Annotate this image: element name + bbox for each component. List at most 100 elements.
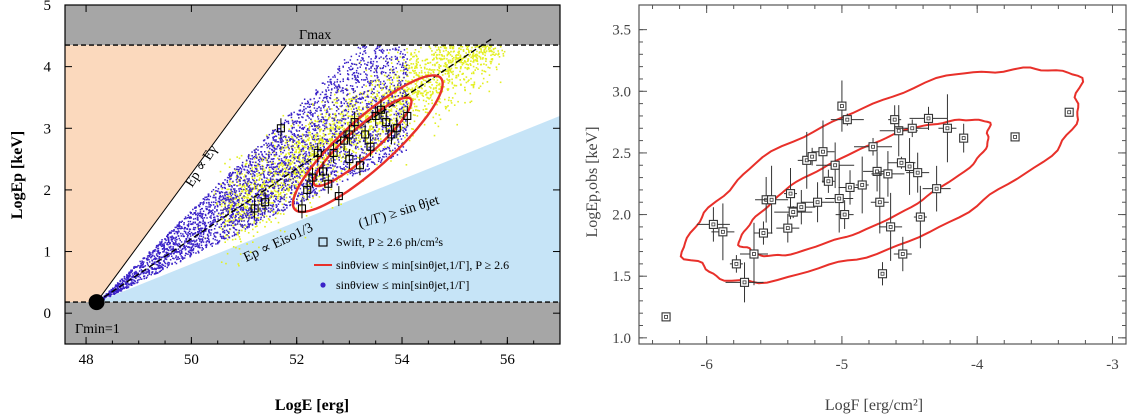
- swift-point: [403, 111, 412, 120]
- flux-point: [758, 228, 769, 238]
- flux-point: [907, 123, 917, 133]
- y-tick-label: 1.0: [612, 331, 631, 347]
- swift-point: [329, 148, 338, 157]
- blue-region: [96, 115, 560, 303]
- y-tick-label: 1: [44, 245, 52, 261]
- flux-point: [915, 212, 925, 222]
- left-y-ticks: 0 1 2 3 4 5: [44, 0, 560, 322]
- y-tick-label: 2.0: [612, 208, 631, 224]
- swift-point: [308, 173, 317, 182]
- flux-point: [883, 169, 893, 179]
- flux-point: [785, 189, 796, 199]
- flux-point: [837, 101, 847, 111]
- swift-point: [355, 161, 364, 170]
- x-tick-label: -3: [1106, 357, 1119, 373]
- swift-point: [376, 105, 386, 114]
- swift-points: [250, 99, 412, 219]
- flux-point: [731, 259, 741, 269]
- swift-point: [366, 142, 375, 151]
- y-tick-label: 3.0: [612, 84, 631, 100]
- flux-point: [898, 249, 908, 259]
- y-tick-label: 2.5: [612, 146, 631, 162]
- legend-item-simulated: sinθview ≤ min[sinθjet,1/Γ]: [336, 278, 469, 292]
- flux-point: [905, 161, 915, 172]
- flux-point: [894, 126, 904, 136]
- flux-point: [896, 158, 906, 168]
- swift-point: [392, 124, 401, 133]
- flux-point: [890, 115, 900, 125]
- flux-point: [796, 202, 806, 212]
- flux-point: [788, 207, 798, 217]
- flux-point: [807, 152, 817, 162]
- y-tick-label: 1.5: [612, 269, 631, 285]
- legend-item-swift: Swift, P ≥ 2.6 ph/cm²s: [336, 235, 443, 249]
- flux-point: [818, 147, 828, 157]
- flux-point: [923, 113, 934, 123]
- flux-point: [739, 277, 750, 287]
- flux-point: [1010, 132, 1020, 142]
- swift-point: [361, 130, 370, 139]
- y-tick-label: 0: [44, 306, 52, 322]
- right-y-axis-label: LogEp,obs [keV]: [584, 126, 601, 237]
- right-x-ticks: -6 -5 -4 -3: [652, 5, 1119, 373]
- x-tick-label: 48: [79, 352, 94, 368]
- gamma-max-annotation: Γmax: [299, 28, 331, 43]
- left-x-ticks: 48 50 52 54 56: [79, 5, 561, 368]
- swift-point: [250, 204, 259, 213]
- right-chart: -6 -5 -4 -3 1.0 1.5 2.0 2.5 3.0 3.5 LogF [erg/cm…: [584, 4, 1127, 414]
- swift-point: [387, 130, 396, 139]
- x-tick-label: 50: [184, 352, 199, 368]
- x-tick-label: -6: [700, 357, 713, 373]
- swift-point: [350, 118, 359, 127]
- swift-point: [345, 155, 354, 164]
- flux-point: [840, 210, 850, 220]
- right-y-ticks: 1.0 1.5 2.0 2.5 3.0 3.5: [612, 23, 1126, 347]
- peach-region: [65, 45, 287, 303]
- flux-point: [877, 269, 888, 279]
- right-x-axis-label: LogF [erg/cm²]: [825, 397, 923, 414]
- y-tick-label: 5: [44, 0, 52, 14]
- ep-egamma-line: [96, 44, 287, 303]
- flux-point: [868, 142, 878, 152]
- flux-point: [872, 166, 882, 176]
- x-tick-label: 54: [395, 352, 411, 368]
- y-tick-label: 3: [44, 121, 52, 137]
- x-tick-label: -4: [971, 357, 984, 373]
- swift-point: [340, 136, 349, 145]
- right-plot-frame: [638, 4, 1127, 345]
- flux-point: [886, 222, 896, 232]
- fit-dashed-line: [96, 38, 492, 303]
- contour-outer: [291, 74, 444, 214]
- y-tick-label: 4: [44, 60, 52, 76]
- flux-point: [932, 184, 942, 194]
- swift-point: [382, 118, 391, 127]
- y-tick-label: 2: [44, 183, 52, 199]
- legend-square-marker: [318, 237, 328, 247]
- left-chart: 48 50 52 54 56 0 1 2 3 4 5 LogE [erg] LogEp [keV]…: [9, 0, 561, 414]
- swift-point: [313, 148, 322, 157]
- flux-point: [661, 312, 671, 322]
- gamma-min-annotation: Γmin=1: [75, 322, 120, 337]
- flux-point: [875, 197, 885, 207]
- flux-point: [718, 227, 728, 237]
- swift-point: [324, 179, 333, 188]
- flux-point: [1064, 107, 1074, 117]
- flux-point: [857, 180, 867, 190]
- swift-point: [276, 124, 285, 133]
- gamma-min-band: [65, 302, 560, 344]
- swift-point: [334, 192, 343, 201]
- flux-point: [942, 123, 952, 133]
- flux-point: [913, 168, 923, 178]
- x-tick-label: 52: [289, 352, 304, 368]
- flux-point: [834, 193, 844, 204]
- swift-point: [345, 130, 354, 139]
- flux-point: [749, 249, 759, 259]
- flux-point: [842, 115, 852, 125]
- flux-point: [823, 176, 833, 186]
- swift-point: [318, 167, 328, 176]
- flux-point: [830, 160, 840, 170]
- flux-point: [783, 223, 793, 233]
- y-tick-label: 3.5: [612, 23, 631, 39]
- flux-point: [959, 133, 969, 143]
